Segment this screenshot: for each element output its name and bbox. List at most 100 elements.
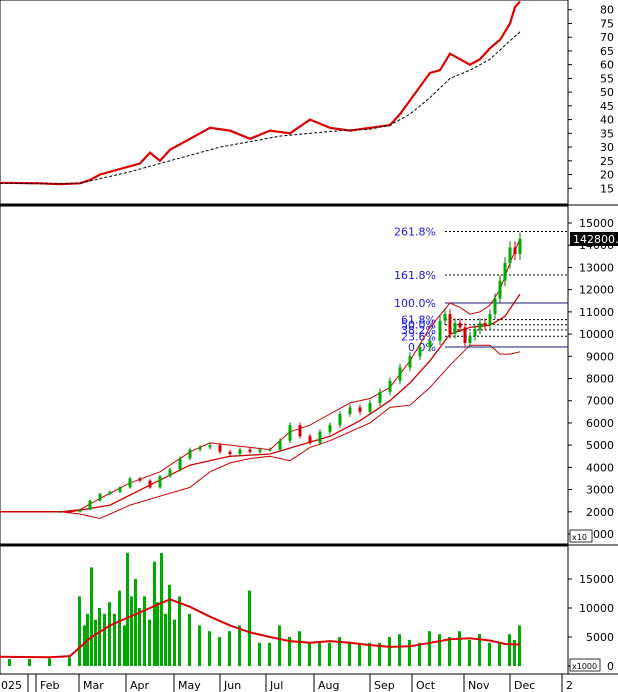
price-multiplier-box [569, 529, 593, 543]
volume-bar [198, 625, 201, 666]
candle-body [238, 449, 242, 455]
candle-body [428, 340, 432, 348]
volume-bar [228, 631, 231, 666]
volume-bar [218, 637, 221, 666]
candle-body [388, 380, 392, 392]
candle-body [298, 425, 302, 437]
candle-body [308, 436, 312, 443]
volume-multiplier-box [569, 658, 601, 672]
volume-bar [98, 608, 101, 666]
candle-body [348, 407, 352, 415]
volume-bar [418, 642, 421, 666]
y-tick-label: 5000 [586, 631, 614, 644]
indicator-panel [0, 0, 569, 205]
volume-bar [148, 619, 151, 666]
volume-bar [118, 590, 121, 666]
y-tick-label: 1000 [586, 528, 614, 541]
candle-body [463, 327, 467, 343]
price-moving-average [0, 293, 521, 513]
fib-level-label: 261.8% [394, 225, 436, 238]
price-panel [0, 205, 569, 545]
volume-bar [8, 659, 11, 666]
volume-bar [428, 631, 431, 666]
month-label: Feb [40, 679, 59, 692]
y-tick-label: 40 [600, 114, 614, 127]
y-tick-label: 70 [600, 31, 614, 44]
candle-body [108, 491, 112, 495]
y-tick-label: 45 [600, 100, 614, 113]
volume-bar [513, 639, 516, 666]
y-tick-label: 6000 [586, 417, 614, 430]
volume-bar [288, 637, 291, 666]
y-tick-label: 3000 [586, 484, 614, 497]
volume-bar [108, 602, 111, 666]
y-tick-label: 20 [600, 169, 614, 182]
y-tick-label: 11000 [579, 306, 614, 319]
candle-body [128, 478, 132, 488]
candle-body [358, 407, 362, 412]
month-label: Dec [514, 679, 535, 692]
candle-body [453, 322, 457, 335]
month-label: Nov [468, 679, 490, 692]
candle-body [168, 469, 172, 477]
volume-bar [68, 657, 71, 666]
candle-body [448, 314, 452, 335]
candle-body [288, 425, 292, 441]
volume-bar [238, 625, 241, 666]
y-tick-label: 75 [600, 17, 614, 30]
candle-body [198, 447, 202, 450]
volume-bar [134, 579, 137, 666]
volume-bar [83, 625, 86, 666]
volume-bar [143, 596, 146, 666]
candle-body [468, 336, 472, 343]
candle-body [228, 451, 232, 455]
candle-body [88, 500, 92, 510]
candle-body [218, 445, 222, 452]
candle-body [78, 509, 82, 512]
last-price-label: 142800.0 [573, 233, 618, 246]
volume-bar [178, 596, 181, 666]
candle-body [58, 511, 62, 513]
month-label: Apr [130, 679, 150, 692]
y-tick-label: 15000 [579, 217, 614, 230]
candle-body [148, 480, 152, 488]
candle-body [328, 425, 332, 432]
volume-bar [358, 642, 361, 666]
volume-bar [138, 608, 141, 666]
volume-bar [160, 552, 163, 666]
indicator-main-line [0, 0, 521, 186]
last-price-box [570, 231, 618, 246]
volume-bar [518, 625, 521, 666]
fib-level-label: 161.8% [394, 269, 436, 282]
volume-multiplier: x1000 [572, 662, 597, 671]
candle-body [518, 238, 522, 255]
month-label: Mar [83, 679, 104, 692]
y-tick-label: 55 [600, 72, 614, 85]
volume-bar [408, 639, 411, 666]
volume-plot: 0 5000 10000 15000 x1000 [0, 552, 614, 673]
y-tick-label: 4000 [586, 461, 614, 474]
candle-body [98, 494, 102, 501]
candle-body [378, 391, 382, 403]
candle-body [318, 431, 322, 443]
candle-body [473, 329, 477, 337]
month-label: Jun [223, 679, 241, 692]
y-tick-label: 7000 [586, 395, 614, 408]
month-label: May [178, 679, 201, 692]
candle-body [438, 320, 442, 341]
y-tick-label: 35 [600, 127, 614, 140]
volume-bar [90, 567, 93, 666]
y-tick-label: 60 [600, 59, 614, 72]
candle-body [498, 280, 502, 299]
volume-bar [258, 642, 261, 666]
volume-bar [448, 637, 451, 666]
bollinger-upper [0, 238, 521, 513]
candle-body [278, 440, 282, 450]
candle-body [483, 322, 487, 326]
candle-body [478, 322, 482, 330]
volume-bar [28, 659, 31, 666]
volume-bar [188, 613, 191, 666]
month-label: Oct [416, 679, 436, 692]
